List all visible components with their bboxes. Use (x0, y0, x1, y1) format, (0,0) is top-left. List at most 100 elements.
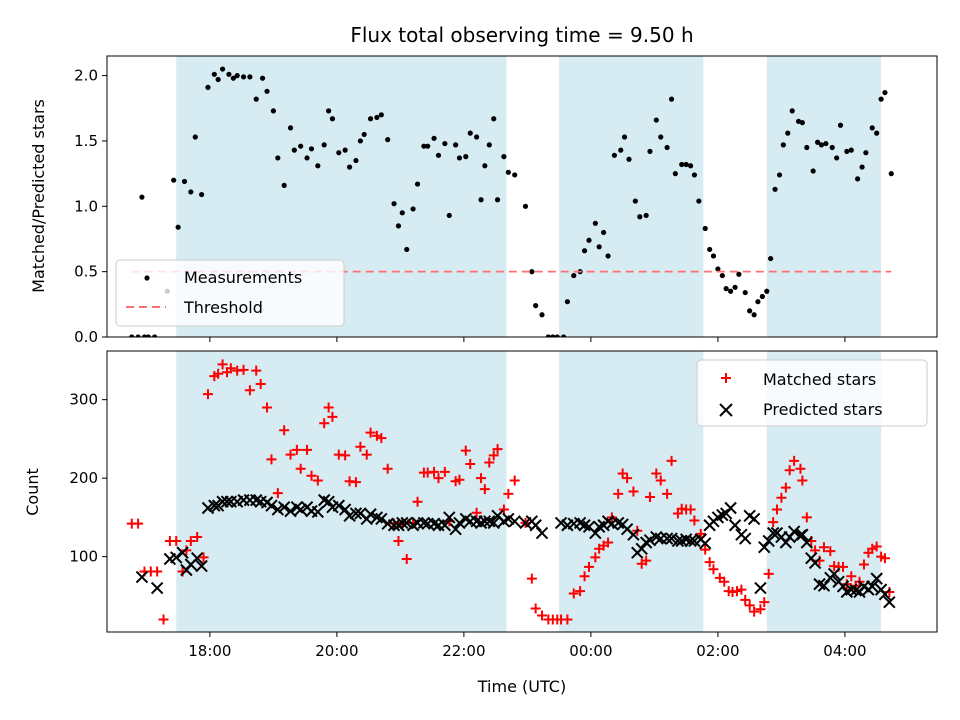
matched-star-point (731, 586, 742, 597)
predicted-star-point (529, 519, 542, 532)
matched-star-point (655, 475, 666, 486)
y-tick-label: 0.5 (74, 263, 98, 281)
matched-star-point (465, 459, 476, 470)
measurement-point (456, 155, 463, 161)
measurement-point (736, 271, 742, 277)
measurement-point (171, 177, 177, 183)
matched-star-point (744, 600, 755, 611)
predicted-star-point (766, 526, 780, 540)
predicted-star-point (195, 559, 208, 573)
x-tick-label: 22:00 (442, 642, 485, 660)
matched-star-point (295, 463, 306, 474)
matched-star-point (244, 385, 255, 396)
measurement-point (442, 140, 448, 147)
measurement-point (869, 125, 875, 131)
measurement-point (605, 253, 611, 259)
legend-measurements-label: Measurements (184, 268, 302, 287)
measurement-point (545, 334, 551, 337)
matched-star-point (603, 537, 614, 548)
predicted-star-point (322, 495, 335, 508)
predicted-star-point (817, 579, 831, 592)
measurement-point (435, 152, 442, 158)
measurement-point (855, 176, 861, 182)
measurement-point (505, 169, 511, 175)
measurement-point (529, 269, 535, 275)
matched-star-point (503, 488, 514, 499)
top-axes: 0.0 0.5 1.0 1.5 2.0 (74, 67, 846, 346)
matched-star-point (780, 482, 791, 493)
matched-star-point (644, 491, 655, 502)
matched-star-point (579, 571, 590, 582)
predicted-star-point (800, 536, 814, 549)
measurement-point (205, 84, 211, 90)
matched-star-point (622, 473, 633, 484)
measurement-point (240, 74, 247, 80)
matched-star-point (401, 554, 412, 565)
predicted-star-point (849, 584, 862, 597)
top-plot-area (129, 66, 894, 337)
measurement-point (759, 293, 765, 300)
matched-star-point (846, 571, 857, 582)
matched-star-point (251, 365, 262, 376)
measurement-point (621, 134, 628, 140)
matched-star-point (825, 546, 836, 557)
matched-star-point (312, 475, 323, 486)
measurement-point (192, 134, 198, 140)
matched-star-point (755, 604, 766, 615)
predicted-star-point (845, 583, 858, 596)
matched-star-point (376, 433, 387, 444)
predicted-star-point (870, 572, 883, 585)
matched-star-point (768, 517, 779, 528)
measurement-point (874, 130, 880, 136)
matched-star-point (225, 363, 236, 374)
matched-star-point (439, 466, 450, 477)
matched-star-point (217, 359, 228, 370)
measurement-point (764, 288, 770, 294)
predicted-star-point (338, 503, 352, 516)
predicted-star-point (443, 511, 456, 524)
measurement-point (710, 253, 717, 259)
matched-star-point (185, 535, 196, 546)
predicted-star-point (135, 570, 149, 584)
matched-star-point (323, 402, 334, 413)
measurement-point (253, 96, 259, 102)
measurement-point (658, 134, 664, 140)
matched-star-point (685, 504, 696, 515)
matched-star-point (355, 441, 366, 452)
matched-star-point (433, 473, 444, 484)
matched-star-point (838, 561, 849, 572)
predicted-star-point (758, 541, 771, 554)
matched-star-point (617, 468, 628, 479)
measurement-point (145, 334, 151, 337)
top-axes-frame (106, 55, 938, 338)
measurement-point (586, 237, 592, 243)
matched-star-point (662, 488, 673, 499)
measurement-point (425, 143, 431, 149)
predicted-star-point (417, 516, 431, 530)
measurement-point (888, 171, 894, 177)
measurement-point (287, 125, 294, 131)
measurement-point (772, 186, 778, 192)
matched-star-point (340, 450, 351, 461)
predicted-star-point (176, 546, 189, 559)
measurement-point (643, 212, 649, 219)
matched-stars-marker-icon (721, 373, 731, 383)
matched-star-point (181, 545, 192, 556)
measurement-point (571, 272, 577, 279)
matched-star-point (365, 427, 376, 438)
measurement-point (410, 206, 416, 212)
y-tick-label: 100 (69, 548, 98, 566)
measurement-point (486, 142, 492, 148)
bottom-axes: 100 200 300 18:00 20:00 22:00 00:00 02:00 04:00 (69, 391, 866, 660)
observing-window (176, 351, 507, 632)
matched-star-point (238, 364, 249, 375)
measurement-point (702, 225, 708, 232)
matched-star-point (152, 566, 163, 577)
measurement-point (581, 248, 588, 254)
matched-star-point (575, 586, 586, 597)
measurement-point (647, 148, 653, 155)
matched-star-point (412, 496, 423, 507)
matched-star-point (562, 614, 573, 625)
measurement-point (668, 96, 675, 102)
predicted-star-point (779, 536, 793, 549)
